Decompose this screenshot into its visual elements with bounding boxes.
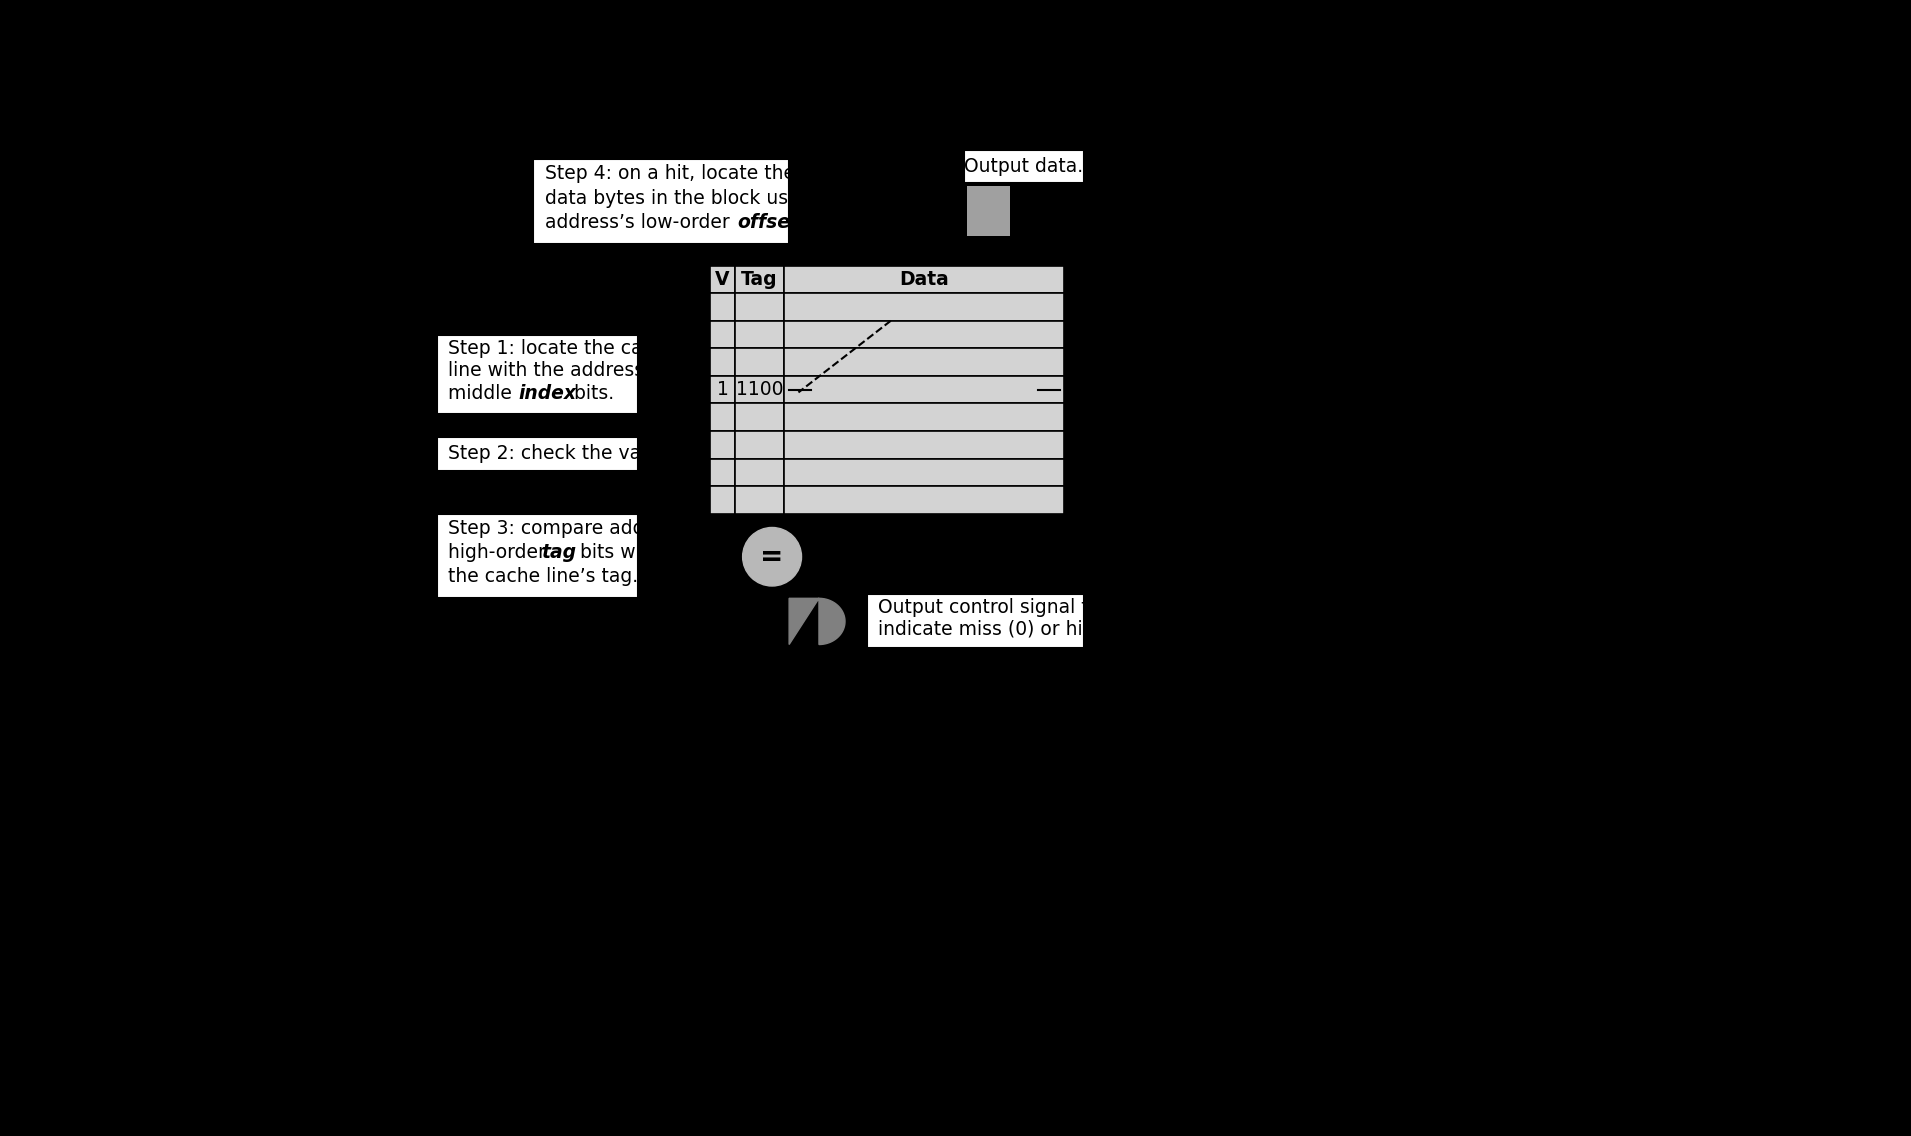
Bar bbox=[711, 266, 736, 293]
Text: index: index bbox=[518, 384, 575, 403]
Text: address’s low-order: address’s low-order bbox=[545, 212, 736, 232]
Text: V: V bbox=[715, 270, 730, 289]
Bar bbox=[784, 459, 1064, 486]
Bar bbox=[736, 320, 784, 349]
Bar bbox=[784, 293, 1064, 320]
Text: Data: Data bbox=[900, 270, 950, 289]
Text: tag: tag bbox=[541, 543, 577, 562]
Bar bbox=[711, 293, 736, 320]
Text: Tag: Tag bbox=[741, 270, 778, 289]
Bar bbox=[736, 459, 784, 486]
Text: middle: middle bbox=[449, 384, 518, 403]
Text: data bytes in the block using the: data bytes in the block using the bbox=[545, 189, 854, 208]
Bar bbox=[784, 320, 1064, 349]
Bar bbox=[784, 431, 1064, 459]
Text: 1100: 1100 bbox=[736, 381, 784, 399]
Bar bbox=[736, 376, 784, 403]
Bar bbox=[784, 486, 1064, 513]
Text: Step 4: on a hit, locate the desired: Step 4: on a hit, locate the desired bbox=[545, 165, 871, 183]
Polygon shape bbox=[789, 599, 845, 644]
Text: bits.: bits. bbox=[793, 212, 839, 232]
Text: Step 1: locate the cache: Step 1: locate the cache bbox=[449, 339, 676, 358]
Bar bbox=[967, 186, 1011, 236]
Bar bbox=[784, 403, 1064, 431]
FancyBboxPatch shape bbox=[963, 150, 1084, 183]
Text: high-order: high-order bbox=[449, 543, 552, 562]
FancyBboxPatch shape bbox=[436, 513, 638, 599]
FancyBboxPatch shape bbox=[436, 436, 638, 471]
Text: offset: offset bbox=[738, 212, 801, 232]
FancyBboxPatch shape bbox=[436, 335, 638, 414]
Text: Output data.: Output data. bbox=[963, 157, 1084, 176]
Bar bbox=[711, 459, 736, 486]
Bar bbox=[711, 376, 736, 403]
Text: Output control signal to: Output control signal to bbox=[879, 598, 1101, 617]
Bar bbox=[784, 376, 1064, 403]
Text: Step 3: compare address’s: Step 3: compare address’s bbox=[449, 519, 699, 537]
Bar bbox=[736, 266, 784, 293]
Bar bbox=[711, 403, 736, 431]
Text: Step 2: check the valid bit.: Step 2: check the valid bit. bbox=[449, 444, 699, 463]
Text: =: = bbox=[761, 543, 784, 570]
Text: bits.: bits. bbox=[568, 384, 615, 403]
Text: 1: 1 bbox=[717, 381, 728, 399]
Bar bbox=[736, 349, 784, 376]
Bar bbox=[711, 431, 736, 459]
Bar bbox=[736, 293, 784, 320]
Text: line with the address’s: line with the address’s bbox=[449, 361, 659, 381]
Text: bits with: bits with bbox=[573, 543, 659, 562]
Bar bbox=[736, 431, 784, 459]
FancyBboxPatch shape bbox=[533, 159, 789, 244]
Bar bbox=[711, 486, 736, 513]
Bar bbox=[784, 266, 1064, 293]
Text: indicate miss (0) or hit (1).: indicate miss (0) or hit (1). bbox=[879, 619, 1129, 638]
Bar bbox=[711, 349, 736, 376]
Bar bbox=[736, 486, 784, 513]
FancyBboxPatch shape bbox=[866, 594, 1084, 649]
Bar bbox=[736, 403, 784, 431]
Bar bbox=[711, 320, 736, 349]
Bar bbox=[784, 349, 1064, 376]
Text: the cache line’s tag.: the cache line’s tag. bbox=[449, 567, 638, 586]
Ellipse shape bbox=[743, 527, 801, 586]
